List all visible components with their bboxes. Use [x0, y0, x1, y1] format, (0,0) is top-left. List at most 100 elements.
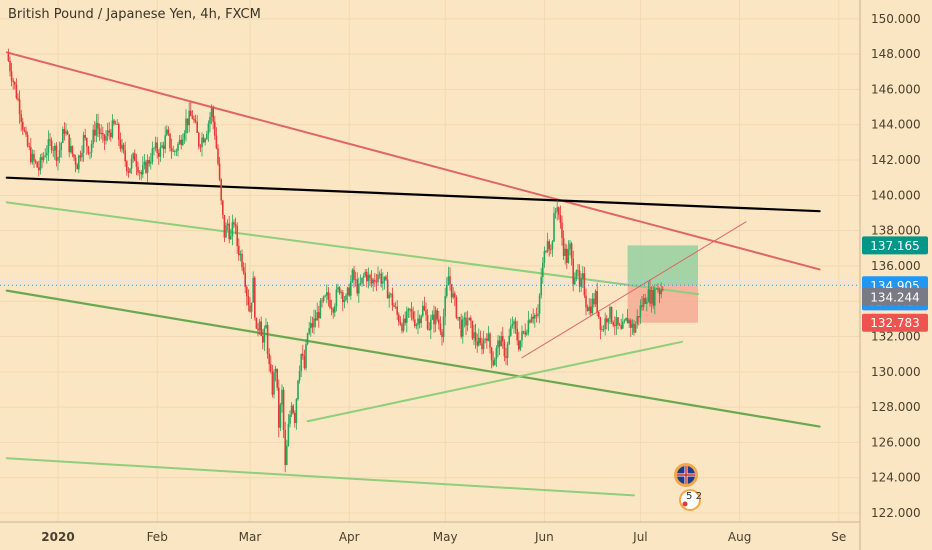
candle-body [258, 321, 261, 331]
candle-body [274, 368, 277, 373]
candle-body [348, 287, 350, 296]
candle-body [634, 324, 637, 333]
candle-body [636, 316, 638, 325]
candle-body [505, 356, 507, 358]
candle-body [81, 152, 83, 158]
candle-body [356, 279, 358, 294]
candle-body [318, 312, 320, 319]
price-axis[interactable]: 122.000 124.000 126.000 128.000 130.000 132.0… [859, 0, 921, 550]
candle-body [127, 171, 130, 173]
candle-body [550, 249, 552, 250]
candle-body [242, 267, 245, 273]
trendline[interactable] [5, 176, 821, 213]
candle-body [518, 340, 520, 350]
candle-body [582, 273, 584, 279]
trendline[interactable] [5, 51, 821, 271]
trendline[interactable] [5, 289, 821, 428]
price-tick-label: 122.000 [871, 506, 921, 520]
candle-body [390, 293, 392, 295]
candle-body [398, 314, 400, 323]
chart-title: British Pound / Japanese Yen, 4h, FXCM [8, 7, 261, 22]
candle-body [95, 122, 98, 136]
candle-body [249, 305, 251, 312]
position-profit-zone[interactable] [627, 245, 698, 286]
candle-body [89, 152, 91, 154]
candle-body [330, 307, 333, 309]
candle-body [473, 332, 475, 339]
candle-body [578, 270, 581, 287]
candle-body [57, 157, 59, 161]
time-axis[interactable]: 2020 Feb Mar Apr May Jun Jul Aug Se [0, 521, 860, 544]
candle-body [247, 296, 250, 306]
trendlines[interactable] [5, 51, 821, 497]
candle-body [90, 143, 93, 153]
candle-body [292, 405, 294, 413]
trendline[interactable] [306, 340, 683, 423]
candle-body [457, 316, 459, 318]
candle-body [369, 274, 371, 278]
candle-body [295, 399, 298, 423]
candle-body [335, 289, 338, 307]
candle-body [290, 405, 293, 415]
candle-body [71, 145, 74, 155]
candle-body [84, 135, 86, 139]
candle-body [338, 287, 341, 294]
candle-body [391, 293, 394, 306]
candle-body [570, 243, 573, 259]
candle-body [553, 213, 555, 242]
candle-body [497, 340, 499, 348]
candle-body [502, 335, 504, 342]
candle-body [599, 317, 602, 330]
candle-body [105, 136, 107, 141]
candle-body [455, 297, 458, 318]
candle-body [26, 134, 29, 147]
candle-body [358, 283, 360, 294]
candle-body [532, 316, 534, 319]
candle-body [287, 423, 290, 446]
candle-body [470, 317, 472, 321]
candle-body [378, 273, 381, 275]
event-markers[interactable]: 5 2 [674, 463, 702, 511]
price-tick-label: 132.000 [871, 330, 921, 344]
candle-body [366, 271, 368, 282]
candle-body [321, 300, 323, 302]
candle-body [164, 135, 166, 149]
candle-body [474, 332, 477, 342]
candle-body [100, 132, 102, 135]
candle-body [652, 289, 654, 306]
candle-body [250, 302, 253, 312]
candle-body [556, 207, 558, 212]
candle-body [326, 292, 328, 296]
candle-body [361, 277, 363, 284]
candle-body [12, 80, 14, 83]
candle-body [622, 322, 624, 329]
candle-body [30, 146, 32, 163]
candle-body [202, 137, 205, 143]
candle-body [146, 159, 149, 173]
candle-body [39, 157, 42, 171]
candle-body [626, 317, 629, 324]
candle-body [143, 161, 146, 166]
candle-body [9, 60, 11, 72]
candle-body [586, 307, 589, 311]
candle-body [244, 272, 246, 288]
candle-body [166, 129, 168, 136]
candle-body [402, 318, 405, 331]
candle-body [154, 142, 157, 149]
position-box[interactable] [627, 245, 698, 323]
candle-body [655, 288, 658, 290]
candle-body [489, 333, 491, 348]
trendline[interactable] [521, 221, 747, 359]
candle-body [172, 150, 174, 152]
candle-body [266, 325, 269, 354]
trendline[interactable] [5, 457, 635, 497]
candle-body [54, 145, 56, 151]
candle-body [476, 341, 478, 346]
candle-body [276, 368, 278, 388]
candle-body [76, 164, 78, 170]
candle-body [218, 163, 221, 180]
candle-body [543, 251, 546, 263]
candle-body [162, 145, 165, 149]
